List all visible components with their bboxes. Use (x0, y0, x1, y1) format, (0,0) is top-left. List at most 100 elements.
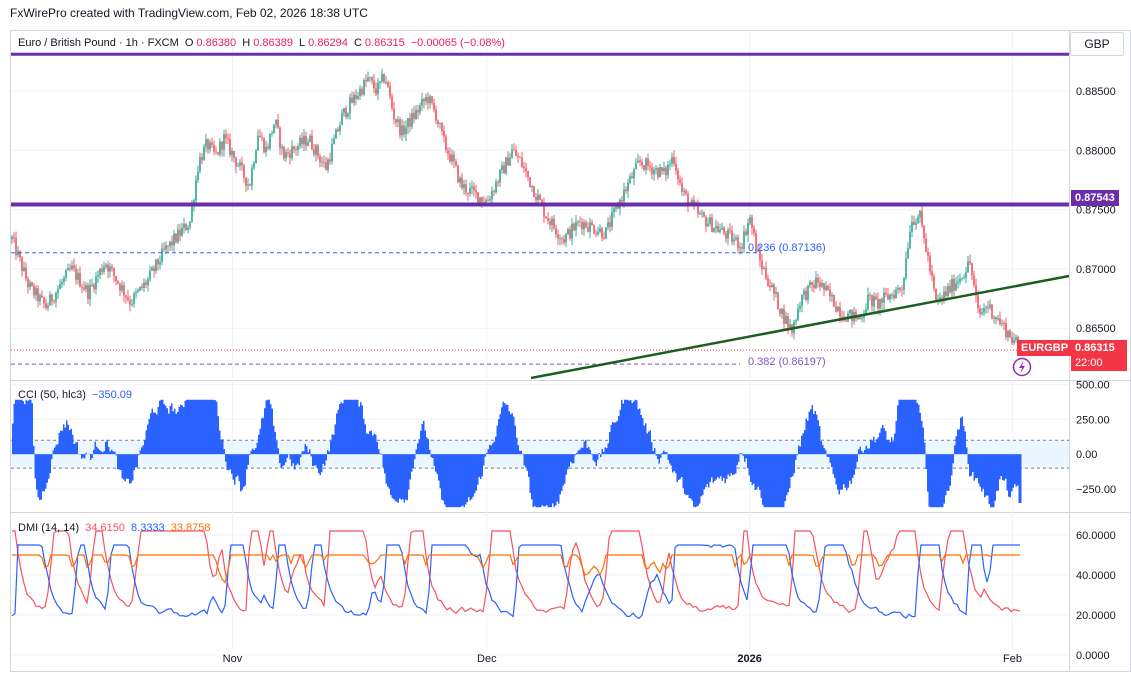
candle-body (485, 200, 487, 203)
candle-body (173, 233, 175, 246)
candle-body (45, 303, 47, 309)
cci-bar (901, 399, 903, 455)
cci-bar (339, 403, 341, 455)
plus-di-line (12, 530, 1021, 615)
candle-body (587, 227, 589, 232)
candle-body (49, 294, 51, 306)
candle-body (923, 225, 925, 239)
cci-bar (160, 399, 162, 455)
cci-bar (420, 430, 422, 455)
cci-bar (900, 399, 902, 455)
candle-body (263, 138, 265, 153)
minus-di-line (11, 544, 1020, 620)
cci-bar (970, 454, 972, 476)
cci-bar (937, 454, 939, 508)
dmi-legend[interactable]: DMI (14, 14) 34.6150 8.3333 33.8758 (18, 522, 214, 534)
main-legend[interactable]: Euro / British Pound · 1h · FXCM O 0.8638… (18, 37, 508, 49)
candle-body (623, 189, 625, 202)
candle-body (723, 227, 725, 234)
candle-body (255, 150, 257, 163)
candle-body (903, 278, 905, 290)
candle-body (635, 162, 637, 170)
cci-bar (364, 424, 366, 455)
candle-body (861, 317, 863, 319)
cci-bar (534, 454, 536, 507)
cci-bar (330, 440, 332, 455)
candle-body (453, 154, 455, 162)
cci-bar (106, 439, 108, 455)
candle-body (567, 229, 569, 235)
lightning-icon[interactable] (1012, 357, 1032, 377)
cci-bar (304, 444, 306, 455)
cci-bar (535, 454, 537, 508)
cci-bar (519, 450, 521, 455)
cci-bar (505, 404, 507, 455)
candle-body (457, 165, 459, 183)
cci-legend[interactable]: CCI (50, hlc3) −350.09 (18, 389, 135, 401)
cci-bar (292, 454, 294, 464)
cci-bar (130, 454, 132, 483)
cci-bar (166, 408, 168, 455)
cci-bar (58, 432, 60, 455)
cci-bar (508, 411, 510, 455)
candle-body (31, 282, 33, 286)
cci-bar (49, 454, 51, 474)
candle-body (633, 169, 635, 179)
cci-bar (234, 454, 236, 485)
candle-body (739, 247, 741, 249)
cci-bar (537, 454, 539, 508)
cci-bar (178, 406, 180, 455)
cci-bar (955, 436, 957, 455)
candle-body (957, 281, 959, 284)
cci-bar (195, 399, 197, 455)
price-tick-label: 0.86500 (1076, 323, 1116, 335)
cci-bar (205, 399, 207, 455)
cci-bar (705, 454, 707, 488)
cci-bar (352, 399, 354, 455)
cci-bar (735, 454, 737, 474)
cci-bar (243, 454, 245, 487)
price-pane[interactable] (11, 52, 1070, 380)
cci-bar (181, 405, 183, 455)
cci-bar (51, 454, 53, 460)
cci-bar (933, 454, 935, 508)
candle-body (583, 222, 585, 230)
candle-body (491, 191, 493, 200)
candle-body (433, 102, 435, 110)
currency-selector[interactable]: GBP (1070, 32, 1124, 56)
cci-pane[interactable] (11, 399, 1069, 508)
candle-body (305, 135, 307, 146)
cci-bar (319, 454, 321, 476)
dmi-pane[interactable] (11, 530, 1021, 620)
candle-body (941, 297, 943, 299)
cci-bar (126, 454, 128, 479)
candle-body (771, 284, 773, 288)
candle-body (761, 260, 763, 270)
candle-body (611, 212, 613, 227)
cci-bar (90, 454, 92, 461)
cci-bar (573, 454, 575, 464)
candle-body (795, 320, 797, 322)
candle-body (697, 205, 699, 214)
candle-body (591, 222, 593, 226)
cci-bar (826, 454, 828, 457)
cci-bar (391, 454, 393, 499)
cci-bar (276, 441, 278, 455)
candle-body (577, 221, 579, 223)
cci-bar (600, 454, 602, 458)
candle-body (871, 295, 873, 307)
cci-bar (775, 454, 777, 508)
cci-bar (252, 448, 254, 455)
cci-bar (679, 454, 681, 479)
cci-bar (342, 403, 344, 455)
candle-body (615, 205, 617, 209)
cci-bar (673, 454, 675, 472)
cci-bar (468, 454, 470, 498)
cci-bar (309, 449, 311, 455)
cci-bar (463, 454, 465, 508)
cci-bar (459, 454, 461, 508)
candle-body (665, 167, 667, 176)
cci-bar (142, 445, 144, 455)
cci-bar (69, 430, 71, 455)
